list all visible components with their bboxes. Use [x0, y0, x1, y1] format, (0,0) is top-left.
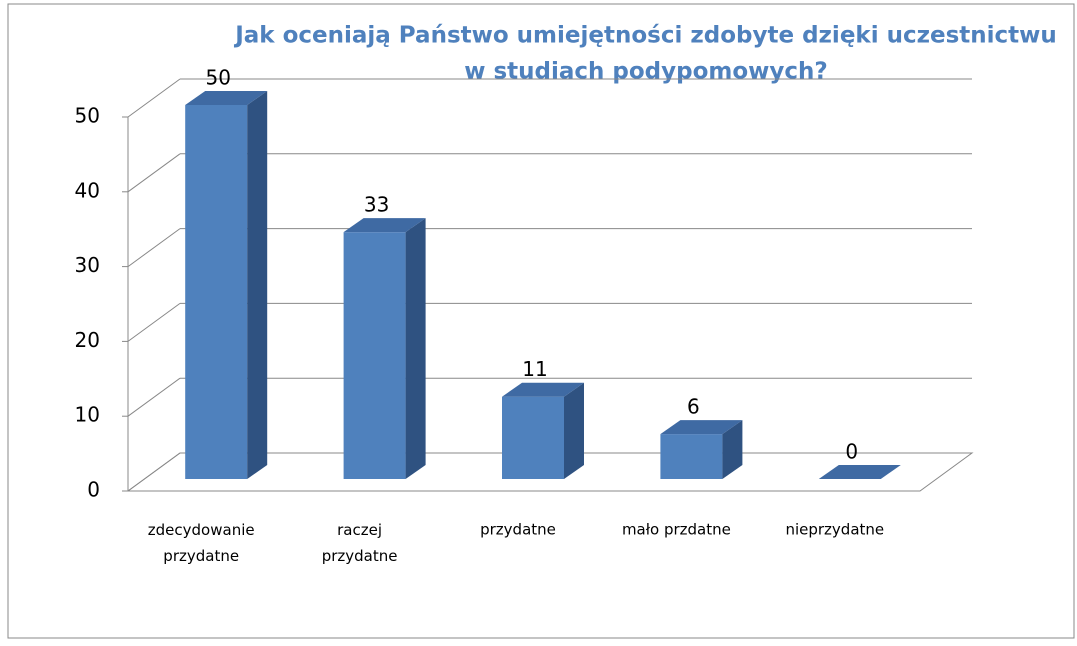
value-label: 50: [205, 66, 230, 90]
bar: [660, 420, 743, 479]
value-label: 6: [687, 395, 700, 419]
x-tick-label-line: zdecydowanie: [148, 521, 255, 539]
x-tick-label: nieprzydatne: [785, 521, 884, 539]
bar-top: [343, 218, 426, 233]
bar: [343, 218, 426, 479]
bar: [185, 91, 268, 479]
bar: [818, 465, 901, 479]
bar: [502, 382, 584, 479]
x-tick-label: mało przdatne: [622, 521, 731, 539]
grid-line: [127, 452, 181, 492]
x-tick-label: raczej przydatne: [322, 521, 398, 565]
y-tick-label: 30: [75, 253, 100, 277]
x-tick-label: przydatne: [480, 521, 556, 539]
bar-front: [502, 396, 564, 479]
bar-top: [818, 465, 901, 479]
value-label: 33: [364, 193, 389, 217]
value-label: 11: [522, 357, 547, 381]
bar-side: [405, 218, 426, 479]
x-tick-label-line: przydatne: [322, 547, 398, 565]
chart-title: Jak oceniają Państwo umiejętności zdobyt…: [233, 23, 1057, 49]
value-label: 0: [845, 440, 858, 464]
y-tick-label: 50: [75, 104, 100, 128]
x-tick-label: zdecydowanie przydatne: [148, 521, 255, 565]
grid-line: [127, 302, 181, 342]
bar-top: [660, 420, 743, 435]
bar-top: [185, 91, 268, 105]
grid-line: [127, 78, 181, 118]
bar-front: [185, 105, 248, 479]
x-tick-label-line: przydatne: [163, 547, 239, 565]
y-tick-label: 40: [75, 178, 100, 202]
y-tick-label: 0: [87, 478, 100, 502]
bar-front: [343, 232, 406, 479]
x-tick-label-line: raczej: [337, 521, 382, 539]
chart-border: [7, 3, 1075, 639]
bar-side: [564, 382, 584, 479]
bar-side: [722, 420, 743, 479]
bar-front: [660, 434, 723, 479]
grid-line: [127, 153, 181, 193]
grid-line: [127, 228, 181, 268]
y-tick-label: 20: [75, 328, 100, 352]
bar-top: [502, 382, 584, 397]
chart-title: w studiach podypomowych?: [464, 59, 828, 85]
bar-side: [247, 91, 268, 479]
y-tick-label: 10: [75, 403, 100, 427]
grid-line: [127, 377, 181, 417]
